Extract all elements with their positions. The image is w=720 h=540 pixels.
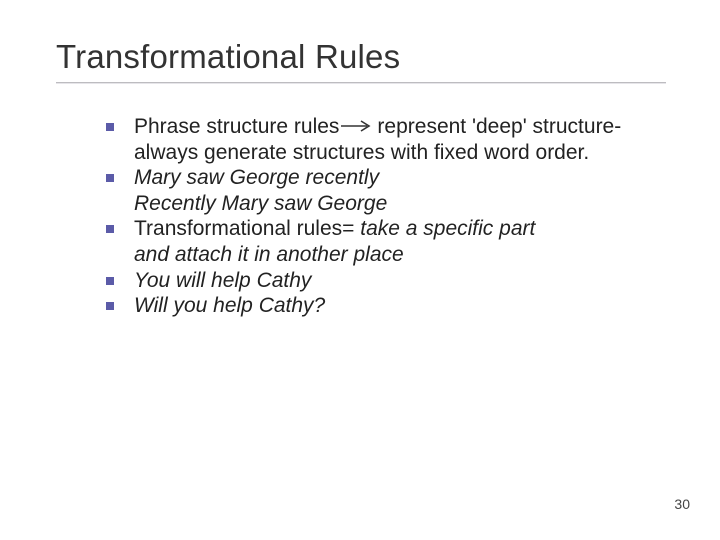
list-item: Will you help Cathy? xyxy=(106,293,670,319)
bullet-square-icon xyxy=(106,302,114,310)
bullet-text: Phrase structure rules xyxy=(134,115,339,138)
arrow-right-icon xyxy=(339,120,377,132)
list-item: Phrase structure rulesrepresent 'deep' s… xyxy=(106,114,670,165)
slide-title: Transformational Rules xyxy=(56,38,670,76)
page-number: 30 xyxy=(674,496,690,512)
bullet-square-icon xyxy=(106,225,114,233)
list-item: Mary saw George recently Recently Mary s… xyxy=(106,165,670,216)
bullet-text: and attach it in another place xyxy=(134,243,404,266)
bullet-text: You will help Cathy xyxy=(134,269,311,292)
title-underline xyxy=(56,82,666,84)
bullet-square-icon xyxy=(106,277,114,285)
bullet-text: Transformational rules= xyxy=(134,217,360,240)
bullet-text: Recently Mary saw George xyxy=(134,192,387,215)
bullet-text: Mary saw George recently xyxy=(134,166,379,189)
bullet-list: Phrase structure rulesrepresent 'deep' s… xyxy=(56,114,670,319)
bullet-square-icon xyxy=(106,123,114,131)
list-item: Transformational rules= take a specific … xyxy=(106,216,670,267)
bullet-square-icon xyxy=(106,174,114,182)
list-item: You will help Cathy xyxy=(106,268,670,294)
bullet-text: Will you help Cathy? xyxy=(134,294,325,317)
bullet-text: take a specific part xyxy=(360,217,535,240)
